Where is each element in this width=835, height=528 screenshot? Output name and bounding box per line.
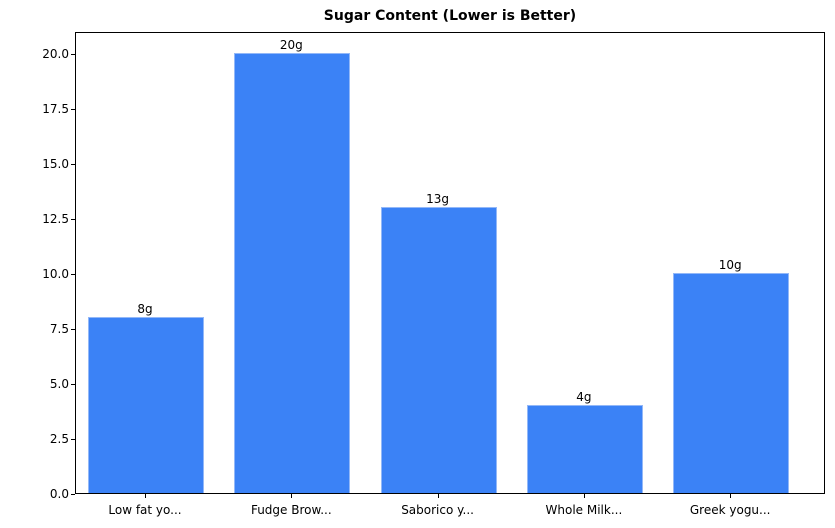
x-tick-label: Fudge Brow...: [250, 503, 332, 517]
y-tick-label: 20.0: [42, 47, 69, 61]
y-tick-mark: [71, 164, 75, 165]
x-tick-label: Whole Milk...: [545, 503, 623, 517]
y-tick-label: 12.5: [42, 212, 69, 226]
bar: [380, 207, 497, 493]
x-tick-label: Saborico y...: [401, 503, 474, 517]
chart-title: Sugar Content (Lower is Better): [323, 8, 577, 24]
y-tick-label: 2.5: [49, 432, 69, 446]
bar-value-label: 10g: [718, 258, 742, 272]
bar-value-label: 4g: [576, 390, 592, 404]
x-tick-mark: [291, 494, 293, 498]
y-tick-label: 17.5: [42, 102, 69, 116]
y-tick-mark: [71, 274, 75, 275]
x-tick-mark: [583, 494, 585, 498]
y-tick-mark: [71, 54, 75, 55]
bar: [526, 405, 643, 493]
bar: [234, 53, 351, 493]
y-tick-mark: [71, 439, 75, 440]
bar: [88, 317, 204, 493]
bar-value-label: 20g: [279, 38, 303, 52]
x-tick-label: Greek yogu...: [689, 503, 771, 517]
bar: [673, 273, 790, 493]
y-tick-mark: [71, 329, 75, 330]
y-tick-mark: [71, 219, 75, 220]
y-tick-label: 7.5: [49, 322, 69, 336]
y-tick-label: 10.0: [42, 267, 69, 281]
x-tick-label: Low fat yo...: [108, 503, 182, 517]
x-tick-mark: [730, 494, 732, 498]
y-tick-mark: [71, 494, 75, 495]
y-tick-label: 0.0: [49, 487, 69, 501]
x-tick-mark: [437, 494, 439, 498]
y-tick-label: 15.0: [42, 157, 69, 171]
y-tick-mark: [71, 109, 75, 110]
x-tick-mark: [145, 494, 146, 498]
y-tick-label: 5.0: [49, 377, 69, 391]
bar-value-label: 8g: [137, 302, 153, 316]
plot-area: [75, 32, 825, 494]
y-tick-mark: [71, 384, 75, 385]
bar-value-label: 13g: [426, 192, 450, 206]
